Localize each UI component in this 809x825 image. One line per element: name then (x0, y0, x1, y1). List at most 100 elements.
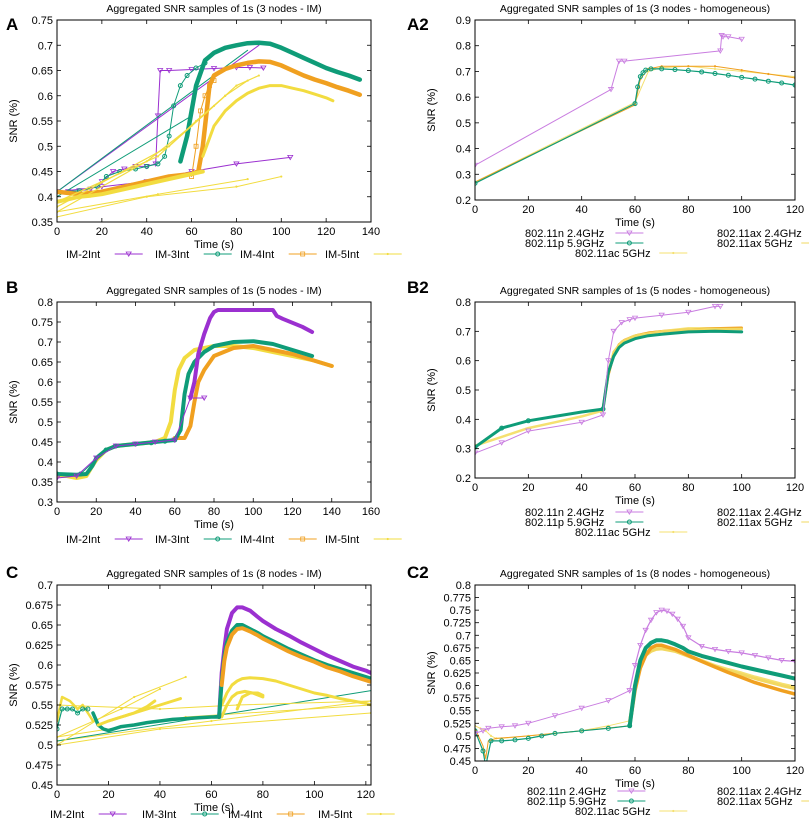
data-point (579, 728, 585, 734)
data-point (618, 320, 625, 326)
data-point (480, 748, 486, 754)
data-point (717, 48, 724, 54)
y-tick-label: 0.65 (450, 655, 471, 667)
data-point (57, 726, 60, 732)
legend-label: 802.11ax 2.4GHz (717, 507, 802, 519)
series-line (57, 695, 95, 723)
data-point (287, 154, 294, 161)
x-axis-label: Time (s) (194, 802, 234, 814)
y-tick-label: 0.475 (443, 743, 471, 755)
x-tick-label: 120 (317, 226, 335, 238)
y-tick-label: 0.65 (32, 357, 53, 369)
data-point (765, 78, 771, 84)
y-tick-label: 0.7 (456, 66, 471, 78)
x-tick-label: 40 (576, 482, 588, 494)
data-point (260, 65, 267, 71)
legend-label: 802.11p 5.9GHz (527, 796, 606, 808)
y-tick-label: 0.35 (32, 477, 53, 489)
data-point (658, 312, 665, 319)
y-tick-label: 0.4 (38, 192, 53, 204)
y-tick-label: 0.6 (456, 681, 471, 693)
legend-label: 802.11ax 2.4GHz (717, 786, 802, 798)
data-point (525, 720, 532, 727)
data-point (640, 70, 646, 76)
data-point (653, 610, 660, 616)
data-point (740, 69, 743, 72)
panel-label: B (6, 278, 18, 297)
legend-label: IM-2Int (66, 534, 100, 546)
x-tick-label: 20 (90, 506, 102, 518)
series-line (217, 605, 371, 719)
y-tick-label: 0.6 (456, 356, 471, 368)
legend-marker (626, 509, 633, 515)
chart-panel-c: C Aggregated SNR samples of 1s (8 nodes -… (6, 563, 395, 821)
legend-marker (125, 251, 132, 257)
data-point (717, 304, 724, 310)
data-point (713, 67, 717, 70)
data-point (699, 69, 705, 75)
series-line (188, 308, 315, 400)
data-point (511, 723, 519, 729)
data-point (69, 706, 75, 712)
y-tick-label: 0.7 (456, 326, 471, 338)
data-point (162, 153, 168, 159)
chart-title: Aggregated SNR samples of 1s (3 nodes - … (500, 3, 770, 15)
x-tick-label: 40 (576, 765, 588, 777)
chart-title: Aggregated SNR samples of 1s (8 nodes - … (500, 568, 770, 580)
y-tick-label: 0.525 (443, 718, 471, 730)
panel-label: B2 (407, 278, 429, 297)
y-tick-label: 0.4 (456, 414, 471, 426)
series-line (475, 34, 743, 166)
data-point (725, 648, 732, 655)
x-tick-label: 80 (682, 765, 694, 777)
data-point (631, 315, 639, 322)
y-tick-label: 0.45 (32, 780, 53, 792)
series-line (57, 169, 205, 204)
data-point (525, 418, 531, 424)
legend-label: IM-4Int (240, 534, 274, 546)
chart-title: Aggregated SNR samples of 1s (3 nodes - … (106, 3, 321, 15)
chart-panel-b: B Aggregated SNR samples of 1s (5 nodes -… (6, 278, 402, 546)
plot-frame (56, 301, 372, 503)
x-tick-label: 80 (682, 204, 694, 216)
data-point (166, 133, 172, 139)
legend-label: IM-3Int (155, 249, 189, 261)
legend-marker (626, 519, 632, 525)
data-point (475, 444, 478, 450)
chart-panel-a: A Aggregated SNR samples of 1s (3 nodes -… (6, 3, 402, 261)
data-point (525, 735, 531, 741)
x-tick-label: 80 (208, 506, 220, 518)
data-point (674, 616, 681, 623)
data-point (479, 728, 487, 734)
y-tick-label: 0.575 (25, 680, 53, 692)
series-line (475, 68, 795, 184)
data-point (103, 174, 109, 180)
legend-label: 802.11ac 5GHz (575, 527, 651, 539)
x-tick-label: 0 (472, 204, 478, 216)
data-point (615, 58, 623, 65)
data-point (672, 67, 678, 73)
data-point (73, 473, 80, 479)
data-point (647, 617, 655, 624)
data-point (133, 695, 136, 699)
data-point (659, 66, 665, 72)
legend-marker (386, 252, 389, 256)
data-point (485, 725, 492, 732)
x-tick-label: 60 (169, 506, 181, 518)
x-tick-label: 100 (732, 482, 750, 494)
x-tick-label: 80 (230, 226, 242, 238)
data-point (605, 698, 612, 704)
y-tick-label: 0.2 (456, 473, 471, 485)
y-tick-label: 0.6 (38, 660, 53, 672)
data-point (779, 80, 785, 86)
legend-marker (202, 811, 208, 817)
data-point (632, 101, 638, 107)
series-line (475, 725, 631, 759)
data-point (475, 162, 479, 169)
x-axis-label: Time (s) (615, 217, 655, 229)
series-line (475, 65, 795, 183)
series-line (601, 327, 743, 409)
series-line (57, 115, 193, 198)
data-point (200, 395, 208, 401)
series-line (627, 643, 795, 728)
